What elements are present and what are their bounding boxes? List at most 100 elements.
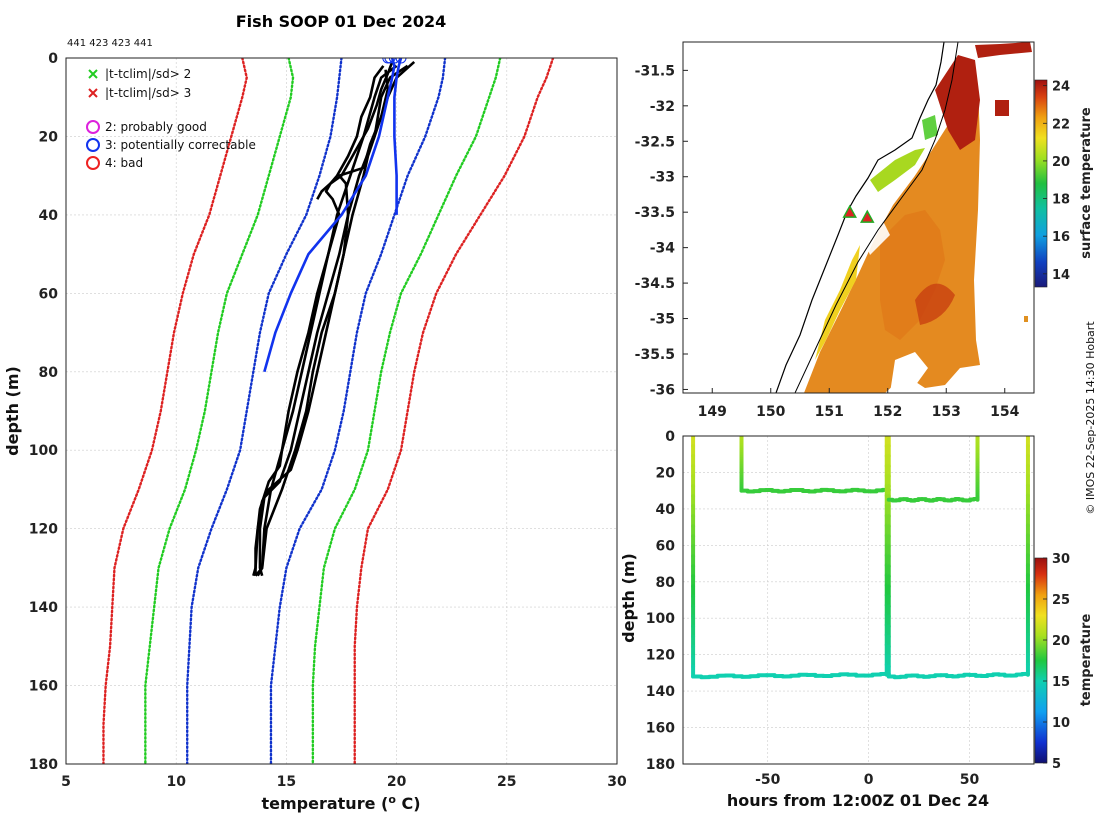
legend-marker-2 bbox=[86, 120, 100, 134]
climatology--3sd bbox=[102, 58, 248, 764]
xtick-label-5: 5 bbox=[61, 774, 71, 790]
map-xtick-label-149: 149 bbox=[698, 404, 727, 420]
map-ytick-label--32.5: -32.5 bbox=[635, 134, 675, 150]
profile-line-6 bbox=[263, 58, 396, 373]
profile-lines bbox=[252, 58, 416, 577]
map-marker-1 bbox=[860, 209, 875, 223]
climatology-+3sd bbox=[353, 58, 555, 764]
flag-marker-2 bbox=[395, 58, 407, 64]
legend-marker-0 bbox=[88, 69, 98, 79]
flag-marker-3 bbox=[382, 58, 394, 64]
ts-cb-tick-label-20: 20 bbox=[1052, 634, 1070, 649]
sst-map: 149 150 151 152 153 154 -31.5 -32 -32.5 -33 -33.5 -… bbox=[635, 41, 1094, 420]
coastline bbox=[775, 42, 945, 393]
profile-ylabel: depth (m) bbox=[3, 366, 22, 456]
sst-cb-tick-label-20: 20 bbox=[1052, 155, 1070, 170]
ts-xtick-label-50: 50 bbox=[960, 772, 980, 788]
map-markers bbox=[842, 204, 875, 223]
sst-hot-fleck bbox=[995, 100, 1009, 116]
sst-cb-tick-label-22: 22 bbox=[1052, 117, 1070, 132]
legend-marker-3 bbox=[86, 138, 100, 152]
map-ytick-label--35: -35 bbox=[650, 312, 675, 328]
profile-xlabel: temperature (o C) bbox=[261, 793, 420, 814]
profile-tick-labels: 5 10 15 20 25 30 0 20 40 60 80 100 120 140 160 180 bbox=[29, 51, 627, 790]
sst-cb-tick-label-14: 14 bbox=[1052, 268, 1070, 283]
map-xtick-label-152: 152 bbox=[873, 404, 902, 420]
time-section-tick-labels: -50 0 50 0 20 40 60 80 100 120 140 160 180 bbox=[646, 429, 980, 788]
sst-warm-core bbox=[915, 283, 955, 325]
sst-colorbar-ticks: 14 16 18 20 22 24 bbox=[1043, 80, 1070, 283]
legend-label-4: 4: bad bbox=[105, 156, 143, 170]
climatology-+2sd bbox=[311, 58, 502, 764]
map-ytick-label--34: -34 bbox=[650, 241, 676, 257]
profile-line-5 bbox=[316, 61, 394, 200]
time-section-xlabel: hours from 12:00Z 01 Dec 24 bbox=[727, 791, 989, 810]
ytick-label-100: 100 bbox=[29, 443, 58, 459]
map-xtick-label-153: 153 bbox=[932, 404, 961, 420]
profile-line-1 bbox=[254, 64, 409, 577]
flag-marker-1 bbox=[388, 58, 400, 64]
ts-ytick-label-20: 20 bbox=[656, 465, 676, 481]
time-section-frame bbox=[682, 435, 1035, 765]
ts-ytick-label-180: 180 bbox=[646, 757, 675, 773]
credit-text: © IMOS 22-Sep-2025 14:30 Hobart bbox=[1084, 321, 1097, 515]
legend-label-3: 3: potentially correctable bbox=[105, 138, 256, 152]
temp-colorbar-label: temperature bbox=[1079, 614, 1094, 707]
map-axes-frame bbox=[682, 41, 1035, 394]
map-xtick-label-151: 151 bbox=[815, 404, 844, 420]
sst-coastal-green bbox=[870, 148, 925, 192]
map-ytick-label--32: -32 bbox=[650, 99, 675, 115]
xtick-label-15: 15 bbox=[277, 774, 296, 790]
map-xtick-label-150: 150 bbox=[756, 404, 785, 420]
legend: |t-tclim|/sd> 2 |t-tclim|/sd> 3 2: probabl… bbox=[86, 67, 256, 170]
ts-ytick-label-60: 60 bbox=[656, 538, 676, 554]
time-section-data bbox=[691, 436, 1030, 680]
ytick-label-120: 120 bbox=[29, 522, 58, 538]
ts-xtick-label--50: -50 bbox=[755, 772, 781, 788]
map-xtick-label-154: 154 bbox=[990, 404, 1019, 420]
time-section-ylabel: depth (m) bbox=[619, 553, 638, 643]
ts-ytick-label-80: 80 bbox=[656, 575, 676, 591]
map-ytick-label--31.5: -31.5 bbox=[635, 63, 675, 79]
time-section: -50 0 50 0 20 40 60 80 100 120 140 160 180 hours fro… bbox=[619, 429, 1094, 810]
legend-label-0: |t-tclim|/sd> 2 bbox=[105, 67, 191, 81]
map-ytick-label--36: -36 bbox=[650, 382, 675, 398]
profile-ids: 441 423 423 441 bbox=[67, 38, 153, 49]
map-ytick-label--33.5: -33.5 bbox=[635, 205, 675, 221]
ytick-label-40: 40 bbox=[39, 208, 59, 224]
ytick-label-0: 0 bbox=[48, 51, 58, 67]
map-ytick-label--35.5: -35.5 bbox=[635, 347, 675, 363]
isobath bbox=[794, 42, 959, 393]
profile-line-4 bbox=[258, 69, 390, 577]
map-tick-labels: 149 150 151 152 153 154 -31.5 -32 -32.5 -33 -33.5 -… bbox=[635, 63, 1020, 420]
ytick-label-160: 160 bbox=[29, 679, 58, 695]
map-ytick-label--33: -33 bbox=[650, 170, 675, 186]
temp-colorbar bbox=[1034, 557, 1048, 764]
xtick-label-25: 25 bbox=[497, 774, 516, 790]
ts-cb-tick-label-30: 30 bbox=[1052, 552, 1070, 567]
ytick-label-140: 140 bbox=[29, 600, 58, 616]
climatology--2sd bbox=[144, 58, 295, 764]
ytick-label-180: 180 bbox=[29, 757, 58, 773]
sst-coastal-green-2 bbox=[922, 115, 938, 140]
sst-eddy bbox=[880, 210, 945, 340]
legend-label-1: |t-tclim|/sd> 3 bbox=[105, 86, 191, 100]
map-marker-0 bbox=[842, 204, 857, 218]
temp-colorbar-ticks: 5 10 15 20 25 30 bbox=[1043, 552, 1070, 772]
sst-colorbar-label: surface temperature bbox=[1079, 107, 1094, 259]
xtick-label-30: 30 bbox=[607, 774, 627, 790]
ts-ytick-label-120: 120 bbox=[646, 648, 675, 664]
ts-ytick-label-0: 0 bbox=[665, 429, 675, 445]
ts-ytick-label-160: 160 bbox=[646, 721, 675, 737]
ts-cb-tick-label-10: 10 bbox=[1052, 716, 1070, 731]
climatology-lines bbox=[102, 58, 555, 764]
sst-hot-patch-north bbox=[935, 55, 980, 150]
legend-marker-1 bbox=[88, 88, 98, 98]
climatology-+1sd bbox=[269, 58, 447, 764]
ts-cb-tick-label-5: 5 bbox=[1052, 757, 1061, 772]
xtick-label-20: 20 bbox=[387, 774, 407, 790]
ts-cb-tick-label-15: 15 bbox=[1052, 675, 1070, 690]
ts-ytick-label-140: 140 bbox=[646, 684, 675, 700]
ts-cb-tick-label-25: 25 bbox=[1052, 593, 1070, 608]
